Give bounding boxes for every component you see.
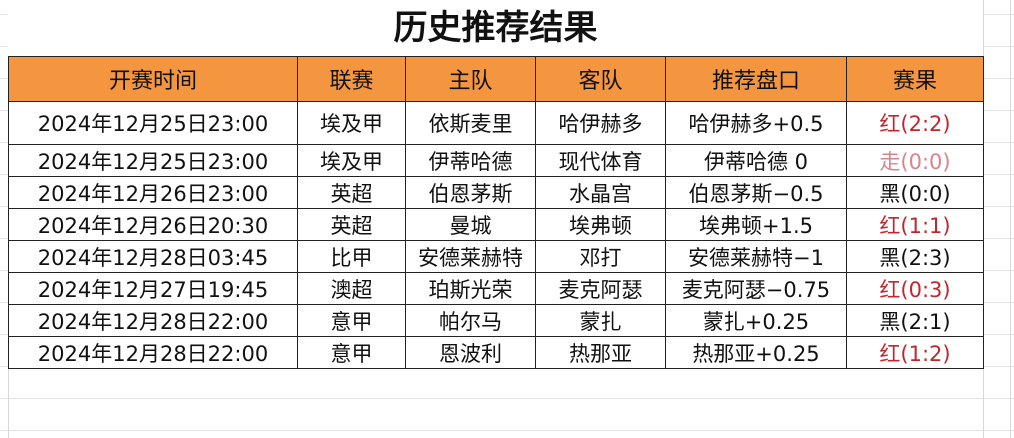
cell-league[interactable]: 英超 [297,176,406,209]
col-header-league[interactable]: 联赛 [297,56,406,102]
page-title: 历史推荐结果 [8,0,983,56]
cell-away[interactable]: 蒙扎 [535,304,666,337]
cell-home[interactable]: 伯恩茅斯 [405,176,536,209]
cell-pick[interactable]: 伯恩茅斯−0.5 [665,176,847,209]
cell-result[interactable]: 红(1:2) [846,336,984,369]
col-header-time[interactable]: 开赛时间 [8,56,298,102]
cell-home[interactable]: 曼城 [405,208,536,241]
cell-result[interactable]: 黑(0:0) [846,176,984,209]
cell-home[interactable]: 恩波利 [405,336,536,369]
cell-home[interactable]: 帕尔马 [405,304,536,337]
cell-time[interactable]: 2024年12月26日23:00 [8,176,298,209]
table-row: 2024年12月28日22:00 意甲 帕尔马 蒙扎 蒙扎+0.25 黑(2:1) [8,304,984,337]
col-header-home[interactable]: 主队 [405,56,536,102]
cell-time[interactable]: 2024年12月26日20:30 [8,208,298,241]
cell-pick[interactable]: 热那亚+0.25 [665,336,847,369]
cell-home[interactable]: 安德莱赫特 [405,240,536,273]
table-row: 2024年12月27日19:45 澳超 珀斯光荣 麦克阿瑟 麦克阿瑟−0.75 红(0:3… [8,272,984,305]
cell-pick[interactable]: 安德莱赫特−1 [665,240,847,273]
cell-league[interactable]: 英超 [297,208,406,241]
cell-away[interactable]: 埃弗顿 [535,208,666,241]
cell-time[interactable]: 2024年12月25日23:00 [8,101,298,145]
col-header-pick[interactable]: 推荐盘口 [665,56,847,102]
cell-league[interactable]: 埃及甲 [297,101,406,145]
table-row: 2024年12月26日20:30 英超 曼城 埃弗顿 埃弗顿+1.5 红(1:1) [8,208,984,241]
cell-away[interactable]: 热那亚 [535,336,666,369]
cell-time[interactable]: 2024年12月27日19:45 [8,272,298,305]
cell-pick[interactable]: 哈伊赫多+0.5 [665,101,847,145]
cell-time[interactable]: 2024年12月28日22:00 [8,336,298,369]
cell-league[interactable]: 澳超 [297,272,406,305]
table-row: 2024年12月25日23:00 埃及甲 依斯麦里 哈伊赫多 哈伊赫多+0.5 红(2:2… [8,101,984,145]
cell-away[interactable]: 现代体育 [535,144,666,177]
table-row: 2024年12月26日23:00 英超 伯恩茅斯 水晶宫 伯恩茅斯−0.5 黑(0:0) [8,176,984,209]
table-row: 2024年12月28日22:00 意甲 恩波利 热那亚 热那亚+0.25 红(1:2) [8,336,984,369]
cell-time[interactable]: 2024年12月25日23:00 [8,144,298,177]
results-table: 开赛时间 联赛 主队 客队 推荐盘口 赛果 2024年12月25日23:00 埃及… [8,56,984,369]
col-header-result[interactable]: 赛果 [846,56,984,102]
cell-away[interactable]: 邓打 [535,240,666,273]
cell-pick[interactable]: 麦克阿瑟−0.75 [665,272,847,305]
cell-away[interactable]: 麦克阿瑟 [535,272,666,305]
grid-line [1010,0,1011,438]
cell-pick[interactable]: 埃弗顿+1.5 [665,208,847,241]
table-row: 2024年12月25日23:00 埃及甲 伊蒂哈德 现代体育 伊蒂哈德 0 走(0:0) [8,144,984,177]
cell-league[interactable]: 埃及甲 [297,144,406,177]
cell-result[interactable]: 红(1:1) [846,208,984,241]
header-row: 开赛时间 联赛 主队 客队 推荐盘口 赛果 [8,56,984,102]
cell-time[interactable]: 2024年12月28日03:45 [8,240,298,273]
cell-league[interactable]: 意甲 [297,304,406,337]
cell-home[interactable]: 依斯麦里 [405,101,536,145]
cell-away[interactable]: 哈伊赫多 [535,101,666,145]
cell-league[interactable]: 意甲 [297,336,406,369]
cell-away[interactable]: 水晶宫 [535,176,666,209]
cell-pick[interactable]: 蒙扎+0.25 [665,304,847,337]
cell-pick[interactable]: 伊蒂哈德 0 [665,144,847,177]
cell-home[interactable]: 伊蒂哈德 [405,144,536,177]
cell-result[interactable]: 黑(2:3) [846,240,984,273]
cell-result[interactable]: 红(0:3) [846,272,984,305]
col-header-away[interactable]: 客队 [535,56,666,102]
cell-result[interactable]: 走(0:0) [846,144,984,177]
table-row: 2024年12月28日03:45 比甲 安德莱赫特 邓打 安德莱赫特−1 黑(2:3) [8,240,984,273]
cell-home[interactable]: 珀斯光荣 [405,272,536,305]
cell-league[interactable]: 比甲 [297,240,406,273]
cell-time[interactable]: 2024年12月28日22:00 [8,304,298,337]
cell-result[interactable]: 黑(2:1) [846,304,984,337]
cell-result[interactable]: 红(2:2) [846,101,984,145]
